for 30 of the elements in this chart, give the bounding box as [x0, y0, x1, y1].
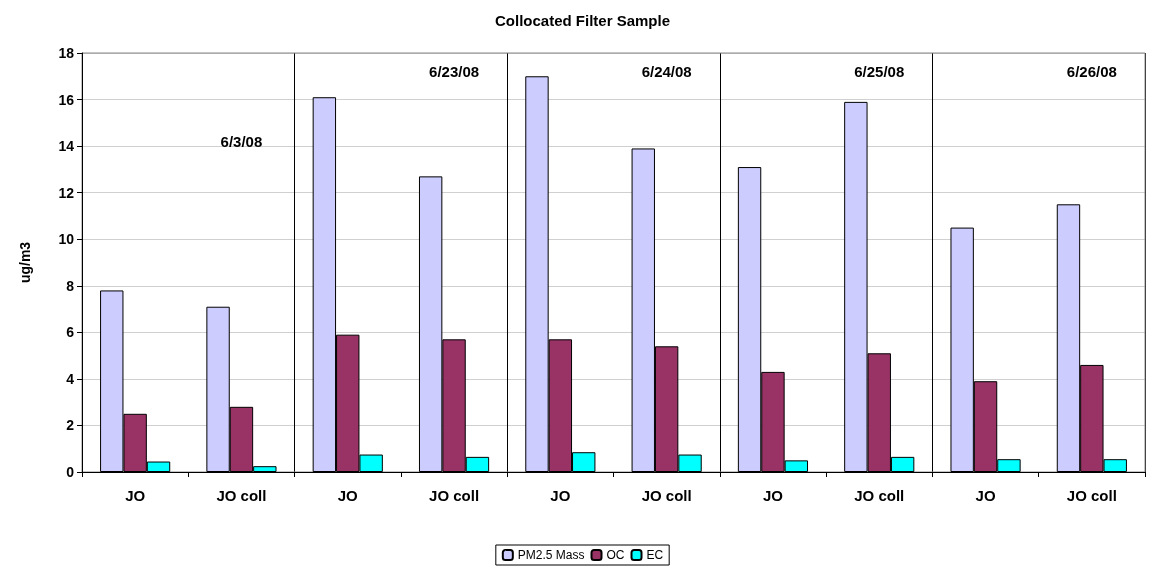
y-tick-label: 4 — [66, 370, 75, 387]
chart-title: Collocated Filter Sample — [494, 12, 671, 29]
x-tick-label: JO coll — [641, 487, 692, 504]
x-tick-label: JO — [975, 487, 996, 504]
legend-label: EC — [646, 548, 664, 562]
y-axis-title: ug/m3 — [17, 241, 33, 284]
x-tick-label: JO coll — [854, 487, 905, 504]
annotation: 6/24/08 — [641, 62, 692, 80]
annotation: 6/3/08 — [220, 132, 263, 150]
legend-label: PM2.5 Mass — [517, 548, 585, 562]
y-tick-label: 0 — [66, 464, 75, 480]
legend-label: OC — [606, 548, 625, 562]
annotation: 6/23/08 — [429, 62, 480, 80]
annotation: 6/25/08 — [854, 62, 905, 80]
x-tick-label: JO coll — [429, 487, 480, 504]
y-tick-label: 14 — [58, 138, 75, 155]
x-tick-label: JO — [550, 487, 571, 504]
y-tick-label: 6 — [66, 324, 75, 341]
x-tick-label: JO coll — [216, 487, 267, 504]
x-tick-label: JO — [337, 487, 359, 504]
y-tick-label: 16 — [58, 91, 75, 108]
annotation: 6/26/08 — [1066, 62, 1117, 80]
x-tick-label: JO — [125, 487, 146, 504]
y-tick-label: 2 — [66, 417, 75, 434]
y-tick-label: 18 — [58, 45, 75, 61]
y-tick-label: 8 — [66, 277, 75, 294]
x-tick-label: JO coll — [1066, 487, 1117, 504]
y-tick-label: 12 — [58, 184, 75, 201]
y-tick-label: 10 — [58, 231, 75, 248]
x-tick-label: JO — [762, 487, 784, 504]
